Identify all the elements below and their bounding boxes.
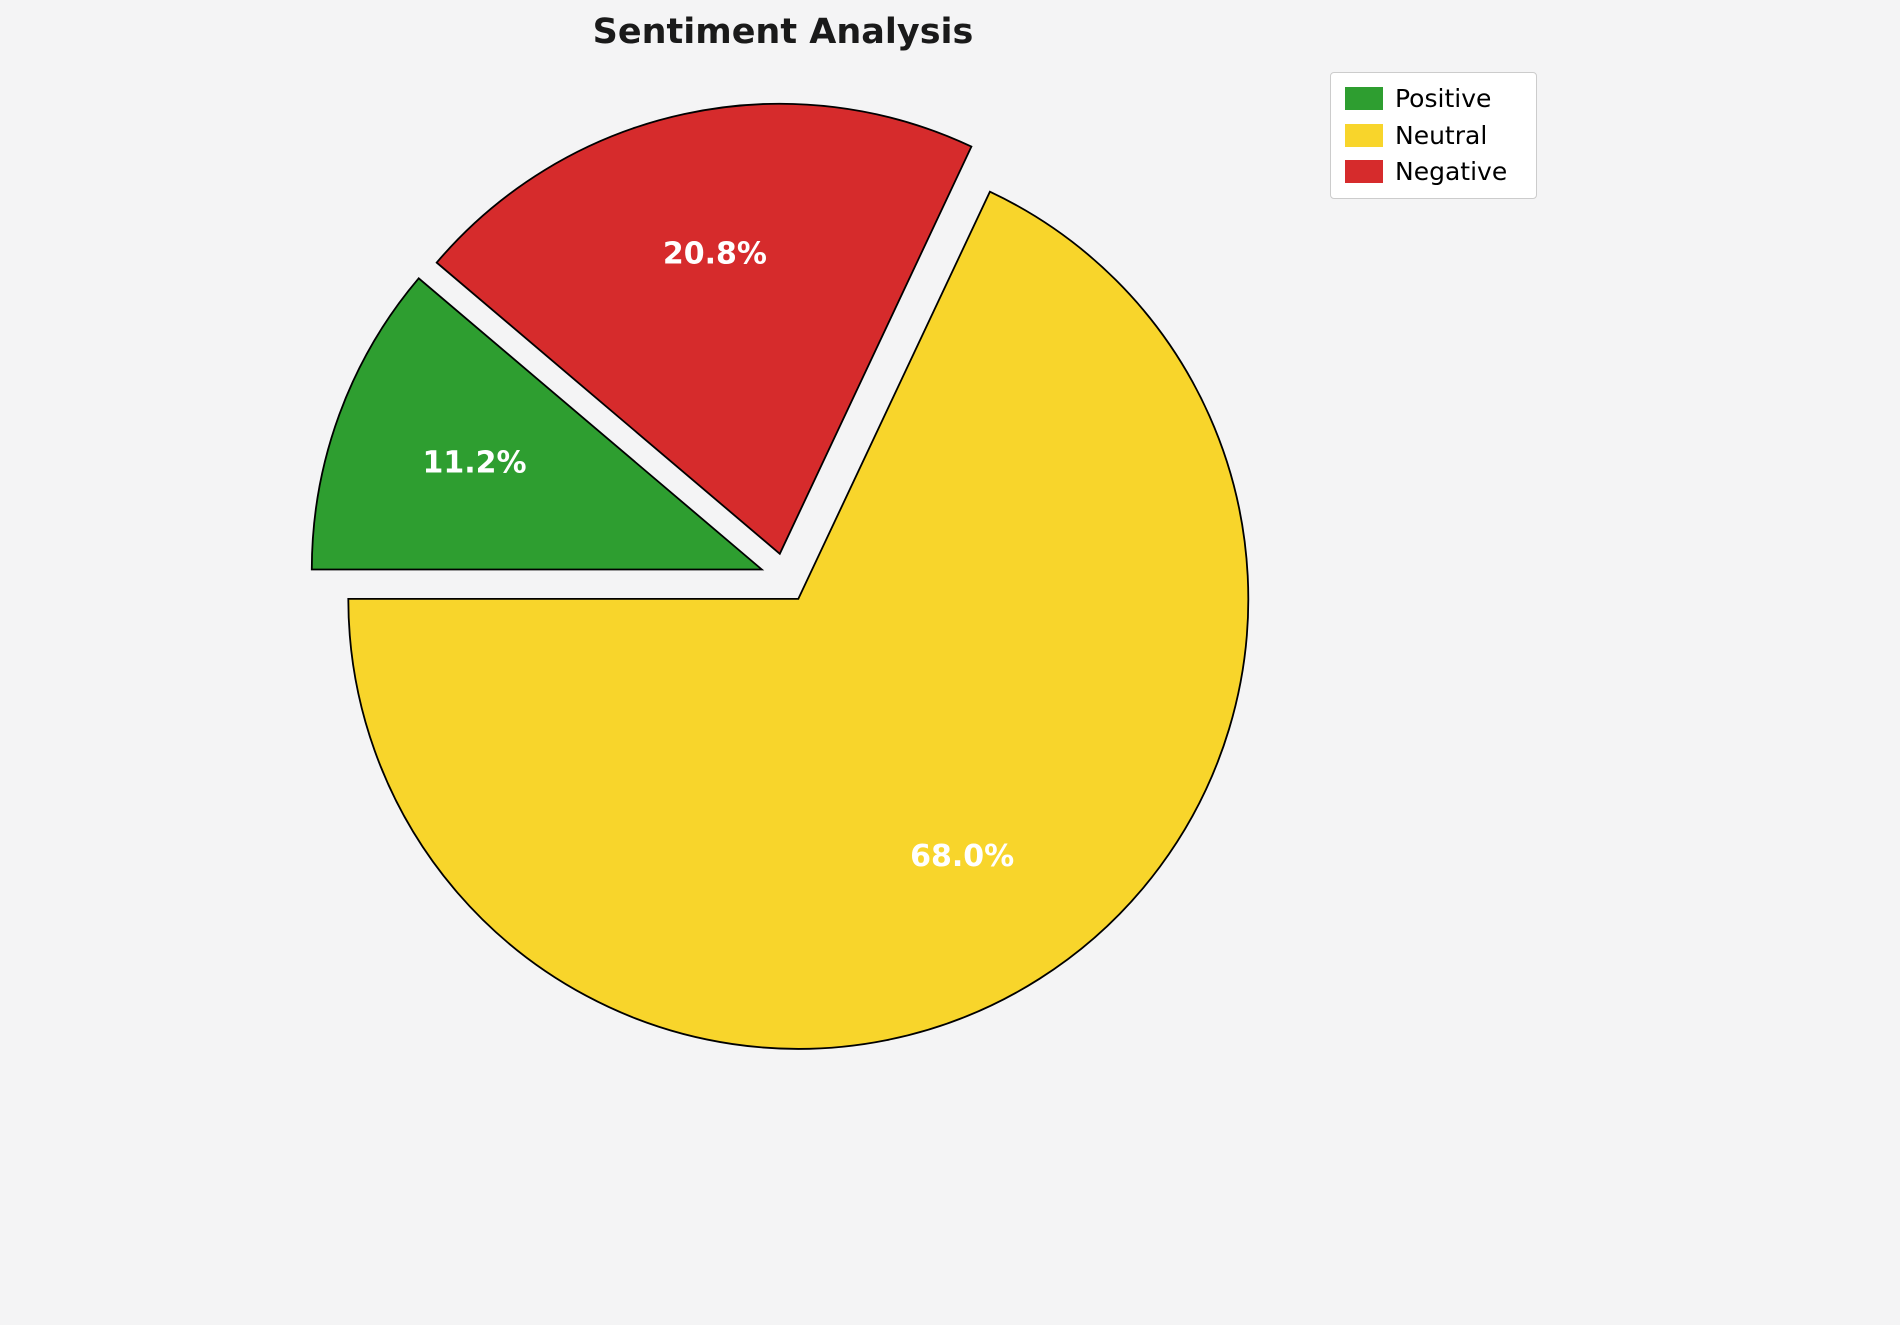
slice-pct-label-positive: 11.2%	[422, 446, 526, 481]
legend-label-positive: Positive	[1395, 84, 1492, 113]
legend-label-neutral: Neutral	[1395, 120, 1488, 150]
legend-swatch-positive	[1345, 87, 1383, 111]
pie-slice-neutral	[347, 190, 1250, 1050]
legend-item-positive: Positive	[1345, 85, 1522, 113]
legend-item-neutral: Neutral	[1345, 120, 1522, 150]
pie-slice-positive	[310, 277, 765, 571]
legend-item-negative: Negative	[1345, 158, 1522, 186]
legend-swatch-neutral	[1345, 123, 1383, 147]
pie-slice-negative	[435, 102, 973, 556]
legend-label-negative: Negative	[1395, 157, 1508, 186]
chart-title: Sentiment Analysis	[592, 12, 974, 52]
legend-swatch-negative	[1345, 160, 1383, 184]
slice-pct-label-negative: 20.8%	[663, 236, 767, 271]
slice-pct-label-neutral: 68.0%	[910, 839, 1014, 874]
legend: Positive Neutral Negative	[1330, 72, 1537, 199]
